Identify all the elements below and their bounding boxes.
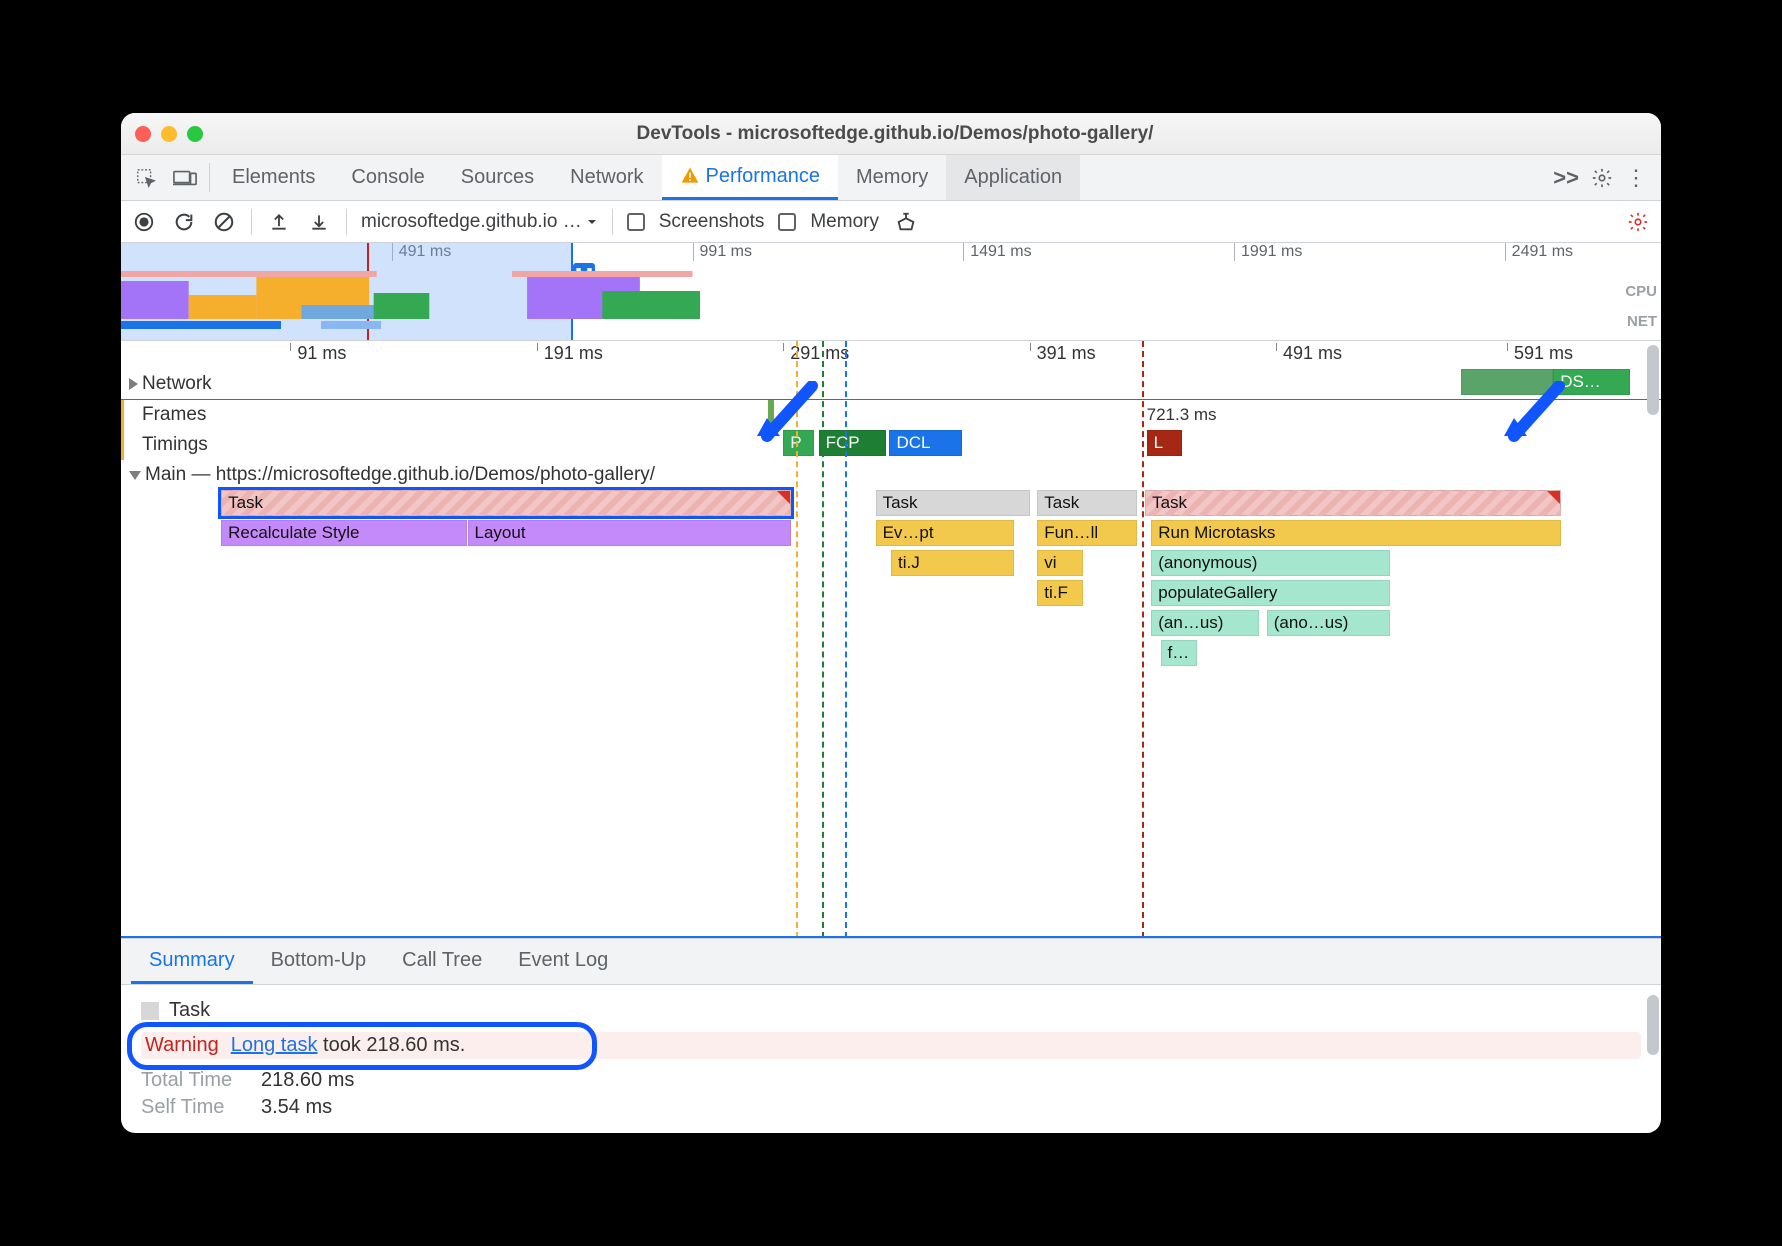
timing-marker[interactable]: L: [1147, 430, 1182, 456]
detail-tick: 591 ms: [1507, 343, 1573, 351]
detail-tick: 191 ms: [537, 343, 603, 351]
summary-panel: Task Warning Long task took 218.60 ms. T…: [121, 985, 1661, 1133]
self-time-value: 3.54 ms: [261, 1096, 332, 1118]
flame-block[interactable]: f…: [1161, 640, 1198, 666]
memory-label: Memory: [810, 211, 879, 233]
tabs-overflow-icon[interactable]: >>: [1553, 165, 1579, 191]
flame-block[interactable]: Run Microtasks: [1151, 520, 1561, 546]
inspect-icon[interactable]: [127, 155, 165, 200]
detail-tick: 291 ms: [783, 343, 849, 351]
flame-block[interactable]: Recalculate Style: [221, 520, 467, 546]
traffic-lights: [135, 126, 203, 142]
self-time-label: Self Time: [141, 1096, 261, 1119]
flame-chart[interactable]: 91 ms191 ms291 ms391 ms491 ms591 ms Netw…: [121, 341, 1661, 939]
profile-picker[interactable]: microsoftedge.github.io …: [361, 211, 598, 233]
net-bar: [321, 321, 381, 329]
perf-toolbar: microsoftedge.github.io … Screenshots Me…: [121, 201, 1661, 243]
task-swatch: [141, 1002, 159, 1020]
tab-summary[interactable]: Summary: [131, 939, 253, 984]
flame-block[interactable]: Layout: [468, 520, 791, 546]
settings-icon[interactable]: [1591, 167, 1613, 189]
chevron-down-icon: [586, 216, 598, 228]
overview-chart[interactable]: 491 ms991 ms1491 ms1991 ms2491 ms ❚❚ CPU…: [121, 243, 1661, 341]
timing-marker[interactable]: DCL: [889, 430, 961, 456]
screenshots-label: Screenshots: [659, 211, 765, 233]
devtools-tabbar: Elements Console Sources Network Perform…: [121, 155, 1661, 201]
clear-icon[interactable]: [211, 209, 237, 235]
main-row[interactable]: Main — https://microsoftedge.github.io/D…: [121, 460, 1661, 490]
tab-elements[interactable]: Elements: [214, 155, 333, 200]
zoom-icon[interactable]: [187, 126, 203, 142]
devtools-window: DevTools - microsoftedge.github.io/Demos…: [121, 113, 1661, 1133]
task-block[interactable]: Task: [1037, 490, 1137, 516]
flame-block[interactable]: ti.F: [1037, 580, 1083, 606]
overview-tick: 1491 ms: [963, 243, 1031, 261]
memory-checkbox[interactable]: [778, 213, 796, 231]
cpu-chart: [121, 263, 1625, 319]
cpu-label: CPU: [1625, 283, 1657, 300]
reload-icon[interactable]: [171, 209, 197, 235]
flame-block[interactable]: populateGallery: [1151, 580, 1390, 606]
upload-icon[interactable]: [266, 209, 292, 235]
download-icon[interactable]: [306, 209, 332, 235]
minimize-icon[interactable]: [161, 126, 177, 142]
total-time-value: 218.60 ms: [261, 1069, 354, 1091]
flame-block[interactable]: vi: [1037, 550, 1083, 576]
annotation-arrow: [752, 381, 822, 451]
summary-task-label: Task: [169, 999, 210, 1022]
tab-network[interactable]: Network: [552, 155, 661, 200]
detail-tick: 391 ms: [1030, 343, 1096, 351]
garbage-icon[interactable]: [893, 209, 919, 235]
flame-block[interactable]: Ev…pt: [876, 520, 1015, 546]
tab-call-tree[interactable]: Call Tree: [384, 939, 500, 984]
task-block[interactable]: Task: [1145, 490, 1561, 516]
close-icon[interactable]: [135, 126, 151, 142]
flame-block[interactable]: Fun…ll: [1037, 520, 1137, 546]
tab-sources[interactable]: Sources: [443, 155, 552, 200]
overview-tick: 2491 ms: [1505, 243, 1573, 261]
window-title: DevTools - microsoftedge.github.io/Demos…: [203, 123, 1587, 145]
task-block[interactable]: Task: [221, 490, 791, 516]
tab-console[interactable]: Console: [333, 155, 442, 200]
flame-block[interactable]: (ano…us): [1267, 610, 1390, 636]
detail-tick: 491 ms: [1276, 343, 1342, 351]
timing-marker[interactable]: FCP: [819, 430, 887, 456]
tab-event-log[interactable]: Event Log: [500, 939, 626, 984]
flame-block[interactable]: (anonymous): [1151, 550, 1390, 576]
overview-tick: 1991 ms: [1234, 243, 1302, 261]
annotation-highlight: [127, 1022, 597, 1070]
titlebar: DevTools - microsoftedge.github.io/Demos…: [121, 113, 1661, 155]
flame-block[interactable]: ti.J: [891, 550, 1014, 576]
summary-tabbar: Summary Bottom-Up Call Tree Event Log: [121, 939, 1661, 985]
scrollbar-thumb[interactable]: [1647, 995, 1659, 1055]
tab-performance[interactable]: Performance: [662, 155, 839, 200]
overview-tick: 991 ms: [693, 243, 752, 261]
perf-settings-icon[interactable]: [1625, 209, 1651, 235]
tab-bottom-up[interactable]: Bottom-Up: [253, 939, 385, 984]
task-block[interactable]: Task: [876, 490, 1030, 516]
flame-block[interactable]: (an…us): [1151, 610, 1259, 636]
annotation-arrow: [1499, 381, 1569, 451]
tab-memory[interactable]: Memory: [838, 155, 946, 200]
tab-application[interactable]: Application: [946, 155, 1080, 200]
warning-icon: [680, 166, 700, 186]
record-icon[interactable]: [131, 209, 157, 235]
kebab-icon[interactable]: ⋮: [1625, 165, 1647, 191]
net-label: NET: [1627, 313, 1657, 330]
detail-tick: 91 ms: [290, 343, 346, 351]
net-bar: [121, 321, 281, 329]
device-icon[interactable]: [165, 155, 205, 200]
total-time-label: Total Time: [141, 1069, 261, 1092]
screenshots-checkbox[interactable]: [627, 213, 645, 231]
